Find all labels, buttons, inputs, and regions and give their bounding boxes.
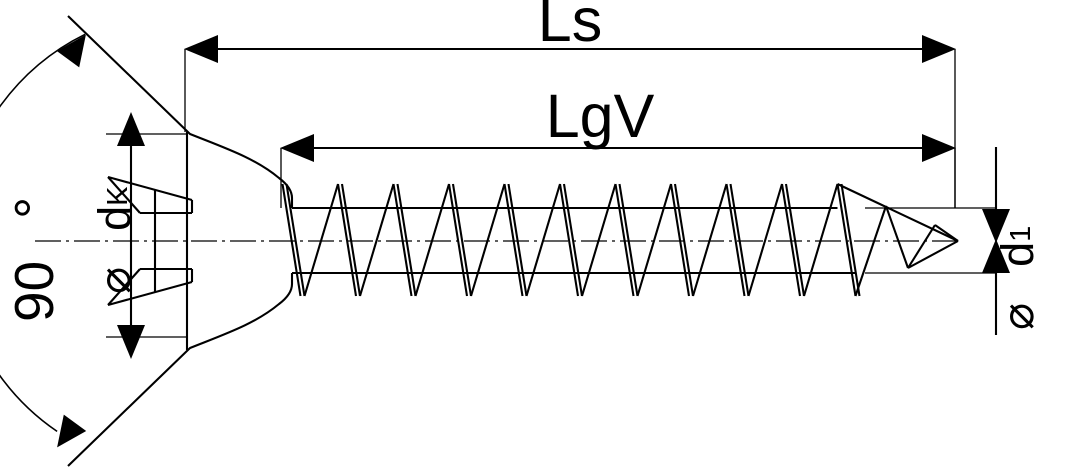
svg-text:LgV: LgV	[546, 82, 655, 150]
svg-text:Ls: Ls	[538, 0, 602, 54]
